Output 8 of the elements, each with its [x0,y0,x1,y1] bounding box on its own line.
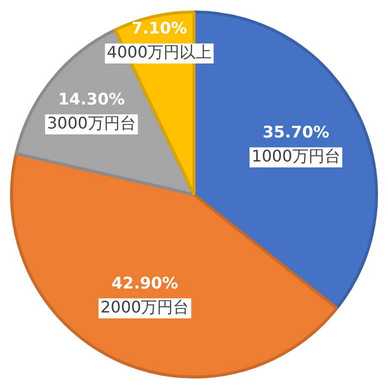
slice-label: 1000万円台 [252,146,340,166]
data-label: 35.70% [262,122,330,142]
slice-label: 4000万円以上 [106,42,212,62]
data-label: 42.90% [112,274,178,293]
slice-label: 3000万円台 [47,114,136,132]
data-label: 7.10% [132,18,188,38]
slice-label: 2000万円台 [100,298,190,317]
data-label: 14.30% [58,90,125,108]
